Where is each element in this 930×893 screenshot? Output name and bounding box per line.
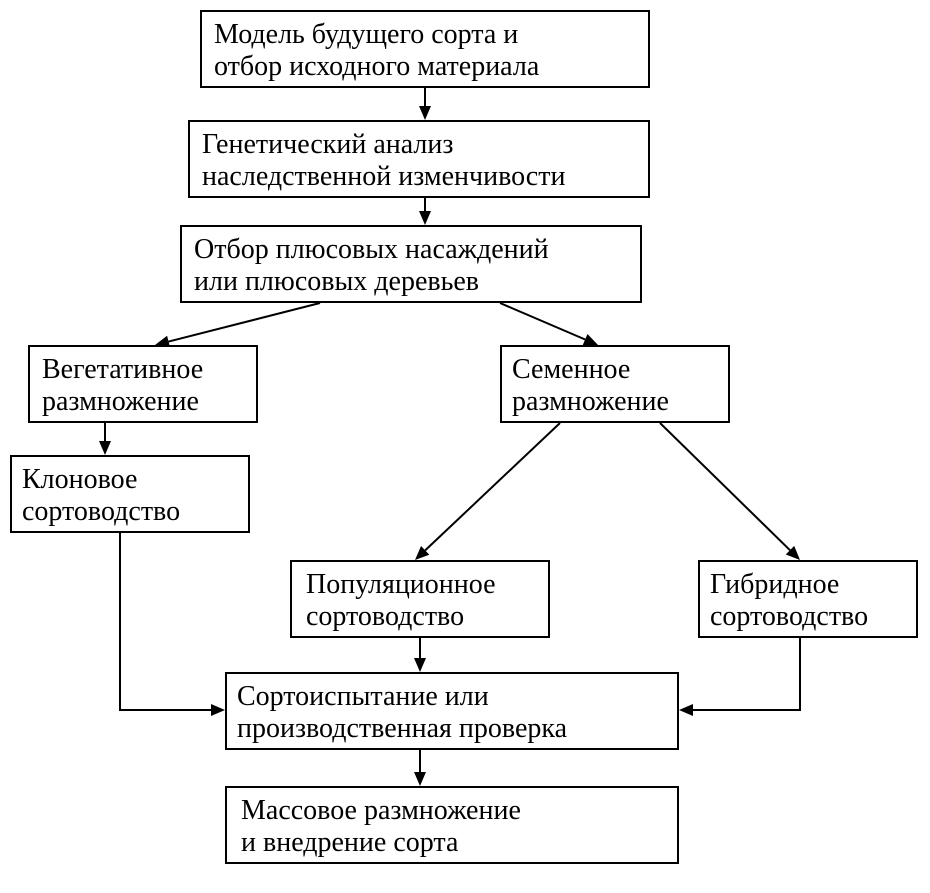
edge-hybrid-trial xyxy=(693,638,800,710)
node-seed: Семенное размножение xyxy=(500,345,730,423)
arrowhead-clone-trial xyxy=(211,704,225,716)
arrowhead-model-genetic xyxy=(419,106,431,120)
arrowhead-genetic-plus xyxy=(419,211,431,225)
edge-plus-veget xyxy=(169,303,320,342)
arrowhead-trial-mass xyxy=(414,772,426,786)
edge-clone-trial xyxy=(120,533,211,710)
node-trial: Сортоиспытание или производственная пров… xyxy=(225,672,679,750)
arrowhead-plus-seed xyxy=(583,334,598,345)
edge-seed-population xyxy=(425,423,560,550)
node-genetic: Генетический анализ наследственной измен… xyxy=(188,120,650,198)
node-plus: Отбор плюсовых насаждений или плюсовых д… xyxy=(180,225,642,303)
arrowhead-seed-hybrid xyxy=(786,546,800,560)
node-hybrid: Гибридное сортоводство xyxy=(698,560,918,638)
arrowhead-population-trial xyxy=(414,658,426,672)
arrowhead-seed-population xyxy=(415,546,429,560)
node-veget: Вегетативное размножение xyxy=(28,345,258,423)
node-mass: Массовое размножение и внедрение сорта xyxy=(225,786,679,864)
node-model: Модель будущего сорта и отбор исходного … xyxy=(200,10,650,88)
arrowhead-veget-clone xyxy=(99,441,111,455)
node-population: Популяционное сортоводство xyxy=(290,560,550,638)
edge-seed-hybrid xyxy=(660,423,790,550)
arrowhead-hybrid-trial xyxy=(679,704,693,716)
node-clone: Клоновое сортоводство xyxy=(10,455,250,533)
edge-plus-seed xyxy=(500,303,585,339)
flowchart-canvas: Модель будущего сорта и отбор исходного … xyxy=(0,0,930,893)
